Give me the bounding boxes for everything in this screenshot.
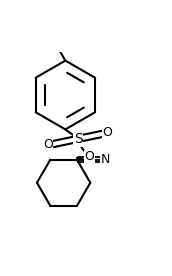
Text: O: O [43, 138, 53, 151]
Text: N: N [100, 153, 110, 166]
Text: O: O [84, 150, 94, 163]
Text: S: S [74, 132, 83, 146]
Text: O: O [103, 126, 112, 139]
